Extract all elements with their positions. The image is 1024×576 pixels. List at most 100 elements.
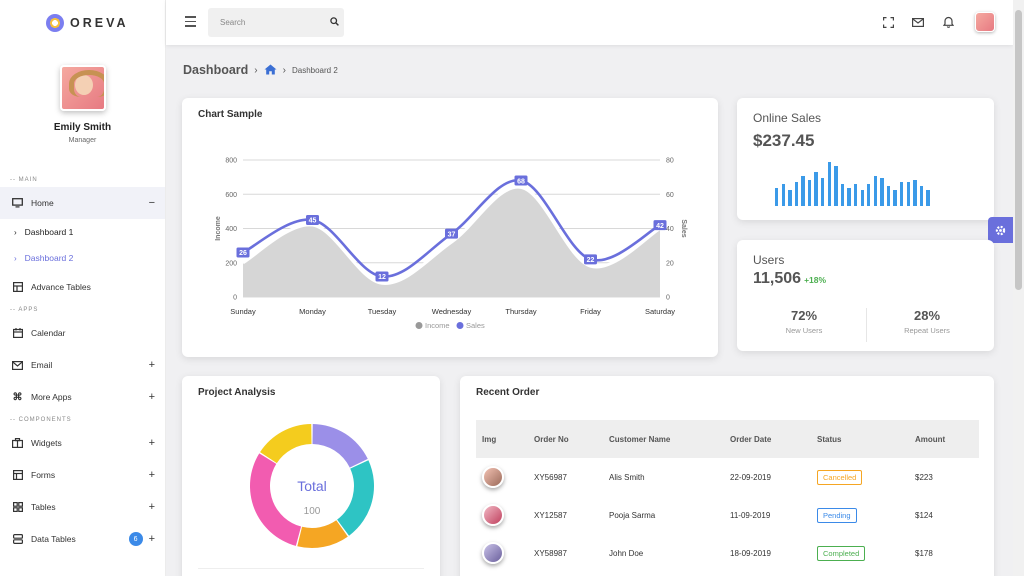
count-badge: 6: [128, 532, 143, 546]
status-badge: Pending: [817, 507, 857, 523]
settings-gear-button[interactable]: [988, 217, 1013, 243]
legend-label-sales[interactable]: Sales: [466, 321, 485, 330]
data-label: 37: [448, 231, 456, 238]
y2-tick-label: 80: [666, 158, 674, 165]
order-date: 18-09-2019: [730, 548, 771, 558]
expand-icon[interactable]: +: [148, 359, 155, 371]
expand-icon[interactable]: +: [148, 533, 155, 545]
column-header[interactable]: Status: [817, 434, 842, 444]
column-header[interactable]: Customer Name: [609, 434, 671, 444]
chevron-right-icon: ›: [14, 227, 17, 237]
expand-icon[interactable]: +: [148, 469, 155, 481]
customer-avatar: [482, 504, 504, 526]
sidebar-subitem-dashboard-1[interactable]: › Dashboard 1: [0, 219, 165, 245]
search-input[interactable]: [220, 18, 330, 27]
sidebar-item-calendar[interactable]: Calendar: [0, 317, 165, 349]
donut-slice[interactable]: [337, 460, 374, 536]
y-tick-label: 200: [225, 260, 237, 267]
donut-slice[interactable]: [312, 424, 368, 468]
sales-bar: [893, 190, 897, 206]
avatar[interactable]: [59, 65, 106, 111]
data-label: 26: [239, 250, 247, 257]
fullscreen-icon[interactable]: [873, 12, 903, 32]
sales-bar: [788, 190, 792, 206]
data-label: 68: [517, 178, 525, 185]
expand-icon[interactable]: +: [148, 391, 155, 403]
sales-point[interactable]: [653, 220, 667, 231]
section-label-main: -- MAIN: [10, 177, 38, 183]
customer-avatar: [482, 542, 504, 564]
brand-logo[interactable]: OREVA: [0, 0, 165, 45]
column-header[interactable]: Amount: [915, 434, 946, 444]
breadcrumb-current[interactable]: Dashboard 2: [291, 65, 338, 75]
table-row[interactable]: XY12587 Pooja Sarma 11-09-2019 Pending $…: [476, 496, 979, 534]
donut-slice[interactable]: [297, 520, 348, 548]
x-tick-label: Wednesday: [432, 307, 472, 316]
table-row[interactable]: XY58987 John Doe 18-09-2019 Completed $1…: [476, 534, 979, 572]
order-date: 22-09-2019: [730, 472, 771, 482]
table-row[interactable]: XY56987 Alis Smith 22-09-2019 Cancelled …: [476, 458, 979, 496]
menu-toggle-icon[interactable]: [185, 16, 196, 30]
donut-slice[interactable]: [250, 453, 302, 546]
sidebar-item-label: Email: [31, 360, 53, 370]
sales-bar: [827, 162, 832, 206]
sales-bar: [913, 180, 917, 206]
sidebar-item-widgets[interactable]: Widgets +: [0, 427, 165, 459]
sidebar-item-tables[interactable]: Tables +: [0, 491, 165, 523]
sales-point[interactable]: [445, 228, 458, 239]
sidebar-item-more-apps[interactable]: ⌘ More Apps +: [0, 381, 165, 413]
sales-bar: [781, 184, 785, 206]
sales-point[interactable]: [236, 247, 250, 258]
notification-bell-icon[interactable]: [933, 12, 963, 32]
mail-icon[interactable]: [903, 12, 933, 32]
sales-point[interactable]: [514, 175, 528, 186]
sidebar-subitem-dashboard-2[interactable]: › Dashboard 2: [0, 245, 165, 271]
sidebar-item-label: Forms: [31, 470, 56, 480]
column-header[interactable]: Img: [482, 434, 497, 444]
donut-slice[interactable]: [260, 424, 312, 464]
sidebar-item-advance-tables[interactable]: Advance Tables: [0, 271, 165, 303]
y-tick-label: 400: [225, 226, 237, 233]
customer-avatar: [482, 466, 504, 488]
sales-bar: [899, 182, 904, 206]
order-no: XY58987: [534, 548, 567, 558]
sales-bar: [794, 182, 799, 206]
sales-bar: [834, 166, 838, 206]
sidebar-item-home[interactable]: Home −: [0, 187, 165, 219]
home-icon[interactable]: [264, 64, 277, 77]
sidebar-item-data-tables[interactable]: Data Tables 6 +: [0, 523, 165, 555]
sales-point[interactable]: [375, 271, 389, 282]
section-label-apps: -- APPS: [10, 307, 39, 313]
customer-name: Pooja Sarma: [609, 510, 656, 520]
sales-point[interactable]: [584, 254, 597, 265]
user-avatar[interactable]: [975, 12, 995, 32]
y-tick-label: 0: [233, 295, 237, 302]
y2-tick-label: 20: [666, 260, 674, 267]
scrollbar-thumb[interactable]: [1015, 10, 1022, 290]
sales-bar: [853, 184, 858, 206]
card-title: Chart Sample: [198, 109, 263, 120]
online-sales-bar-chart: [775, 162, 965, 206]
expand-icon[interactable]: +: [148, 501, 155, 513]
stat-label: New Users: [785, 326, 823, 335]
legend-marker-sales: [456, 322, 464, 329]
column-header[interactable]: Order No: [534, 434, 569, 444]
top-header: [166, 0, 1013, 45]
legend-label-income[interactable]: Income: [425, 321, 450, 330]
y-tick-label: 600: [225, 192, 237, 199]
x-tick-label: Saturday: [645, 307, 675, 316]
search-icon[interactable]: [330, 17, 339, 28]
sidebar-item-forms[interactable]: Forms +: [0, 459, 165, 491]
expand-icon[interactable]: +: [148, 437, 155, 449]
breadcrumb-separator-icon: ›: [254, 64, 258, 76]
recent-order-card: Recent Order Img Order No Customer Name …: [460, 376, 994, 576]
stat-label: Repeat Users: [904, 326, 950, 335]
column-header[interactable]: Order Date: [730, 434, 772, 444]
order-amount: $223: [915, 472, 933, 482]
page-scrollbar[interactable]: [1013, 0, 1024, 576]
collapse-icon[interactable]: −: [148, 197, 155, 209]
sidebar-item-email[interactable]: Email +: [0, 349, 165, 381]
users-value: 11,506: [753, 270, 802, 287]
sales-point[interactable]: [306, 214, 319, 225]
command-icon: ⌘: [12, 391, 23, 403]
